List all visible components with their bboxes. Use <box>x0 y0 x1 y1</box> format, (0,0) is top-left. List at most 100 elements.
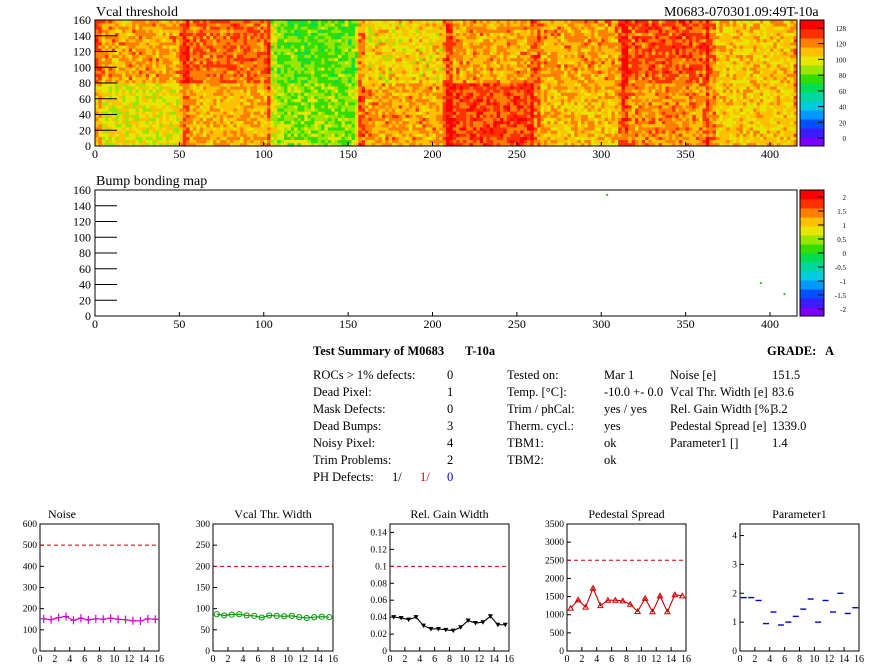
map-cell <box>594 127 599 131</box>
map-cell <box>233 57 238 62</box>
map-cell <box>446 142 450 147</box>
map-cell <box>223 114 227 118</box>
map-cell <box>408 83 413 87</box>
map-cell <box>462 130 467 134</box>
map-cell <box>419 130 423 134</box>
map-cell <box>770 136 774 140</box>
map-cell <box>641 139 646 144</box>
map-cell <box>230 117 234 122</box>
map-cell <box>608 136 612 140</box>
map-cell <box>132 54 136 59</box>
map-cell <box>182 139 187 144</box>
map-cell <box>219 60 224 65</box>
map-cell <box>543 114 548 118</box>
map-cell <box>236 54 241 59</box>
map-cell <box>230 127 234 131</box>
map-cell <box>273 136 278 140</box>
map-cell <box>253 64 258 68</box>
map-cell <box>108 26 113 30</box>
map-cell <box>378 105 383 109</box>
map-cell <box>108 60 113 65</box>
map-cell <box>381 108 386 112</box>
map-cell <box>169 29 173 33</box>
map-cell <box>138 105 143 109</box>
map-cell <box>321 86 325 90</box>
map-cell <box>608 123 612 128</box>
map-cell <box>338 117 342 122</box>
map-cell <box>658 130 663 134</box>
map-cell <box>419 133 423 137</box>
map-cell <box>125 23 130 27</box>
map-cell <box>280 111 285 115</box>
map-cell <box>392 130 396 134</box>
map-cell <box>783 98 788 103</box>
map-cell <box>476 139 481 144</box>
map-cell <box>297 105 302 109</box>
map-cell <box>564 139 568 144</box>
map-cell <box>682 108 686 112</box>
map-cell <box>365 130 369 134</box>
map-cell <box>226 133 231 137</box>
map-cell <box>165 73 170 77</box>
map-cell <box>594 105 599 109</box>
map-cell <box>199 123 204 128</box>
map-cell <box>111 29 116 33</box>
map-cell <box>152 76 157 81</box>
map-cell <box>101 130 106 134</box>
map-cell <box>597 105 602 109</box>
map-cell <box>135 139 140 144</box>
map-cell <box>250 108 254 112</box>
map-cell <box>152 32 157 37</box>
map-cell <box>483 123 487 128</box>
map-cell <box>439 130 443 134</box>
map-cell <box>182 136 187 140</box>
map-cell <box>651 95 656 100</box>
map-cell <box>189 64 194 68</box>
map-cell <box>240 142 244 147</box>
map-cell <box>159 57 163 62</box>
map-cell <box>783 95 788 100</box>
map-cell <box>341 92 346 96</box>
map-cell <box>192 108 197 112</box>
map-cell <box>759 142 764 147</box>
map-cell <box>685 123 690 128</box>
map-cell <box>739 127 744 131</box>
map-cell <box>587 142 592 147</box>
map-cell <box>182 127 187 131</box>
map-cell <box>668 120 673 125</box>
map-cell <box>179 67 184 71</box>
map-cell <box>101 29 106 33</box>
map-cell <box>692 101 697 106</box>
map-cell <box>324 105 329 109</box>
map-cell <box>729 123 734 128</box>
map-cell <box>192 95 197 100</box>
map-cell <box>452 108 457 112</box>
map-cell <box>165 54 170 59</box>
map-cell <box>655 142 659 147</box>
map-cell <box>547 117 551 122</box>
map-cell <box>273 120 278 125</box>
map-cell <box>368 114 373 118</box>
map-cell <box>736 111 740 115</box>
map-cell <box>176 23 180 27</box>
map-cell <box>365 105 369 109</box>
map-cell <box>230 67 234 71</box>
map-cell <box>533 133 538 137</box>
map-cell <box>655 139 659 144</box>
map-cell <box>260 54 265 59</box>
map-cell <box>324 130 329 134</box>
map-cell <box>631 117 636 122</box>
map-cell <box>581 86 585 90</box>
map-cell <box>267 120 271 125</box>
map-cell <box>260 111 265 115</box>
map-cell <box>388 142 393 147</box>
map-cell <box>233 79 238 84</box>
map-cell <box>783 127 788 131</box>
map-cell <box>253 89 258 93</box>
map-cell <box>746 83 751 87</box>
map-cell <box>689 117 693 122</box>
map-cell <box>392 114 396 118</box>
map-cell <box>98 111 103 115</box>
map-cell <box>317 117 322 122</box>
map-cell <box>500 108 504 112</box>
